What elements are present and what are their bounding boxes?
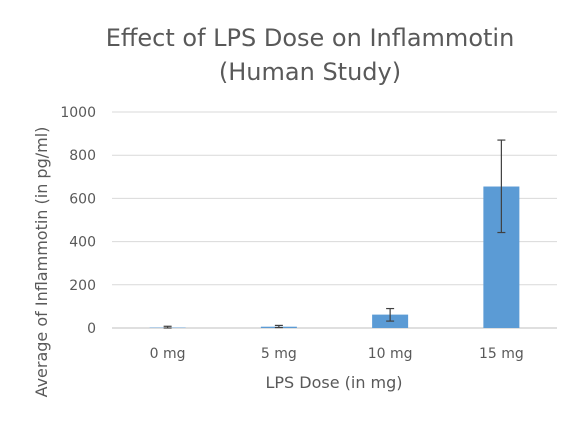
error-bars: [163, 139, 506, 329]
y-tick-label: 800: [69, 148, 96, 164]
y-tick-label: 1000: [60, 105, 96, 121]
x-axis-title: LPS Dose (in mg): [265, 373, 402, 392]
y-tick-label: 600: [69, 191, 96, 207]
x-tick-label: 15 mg: [479, 346, 524, 362]
gridlines: [112, 111, 557, 329]
x-tick-label: 5 mg: [261, 346, 297, 362]
x-tick-labels: 0 mg 5 mg 10 mg 15 mg: [150, 346, 524, 362]
y-tick-label: 400: [69, 235, 96, 251]
y-tick-label: 0: [87, 321, 96, 337]
chart-title-line-2: (Human Study): [219, 58, 401, 86]
y-tick-labels: 0 200 400 600 800 1000: [60, 105, 96, 337]
x-tick-label: 0 mg: [150, 346, 186, 362]
bars: [149, 186, 520, 328]
x-tick-label: 10 mg: [368, 346, 413, 362]
y-axis-title: Average of Inflammotin (in pg/ml): [32, 127, 51, 398]
y-tick-label: 200: [69, 278, 96, 294]
chart-title-line-1: Effect of LPS Dose on Inflammotin: [106, 24, 515, 52]
